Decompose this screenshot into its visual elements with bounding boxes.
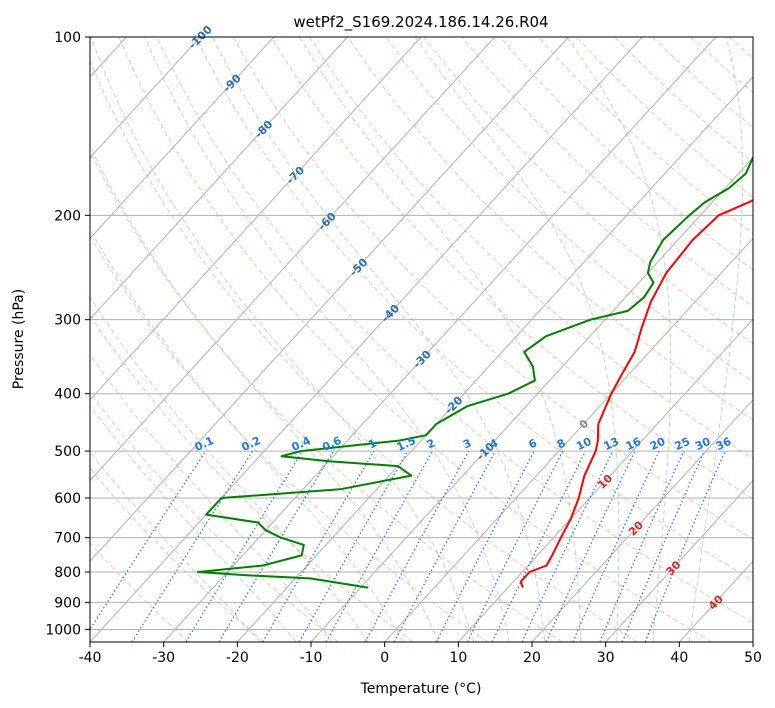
dry-adiabat-line bbox=[90, 59, 638, 642]
isotherm-line bbox=[752, 641, 753, 642]
mixing-ratio-label: 20 bbox=[648, 435, 668, 453]
plot-background bbox=[90, 37, 753, 642]
dry-adiabat-line bbox=[270, 37, 753, 500]
x-tick-label: -20 bbox=[226, 650, 249, 666]
mixing-ratio-label: 13 bbox=[602, 435, 621, 453]
x-tick-label: -40 bbox=[79, 650, 102, 666]
mixing-ratio-line bbox=[325, 450, 434, 642]
y-tick-label: 600 bbox=[54, 491, 81, 507]
dry-adiabat-line bbox=[90, 150, 563, 642]
x-tick-label: 10 bbox=[449, 650, 467, 666]
moist-adiabat-line bbox=[90, 37, 475, 642]
y-tick-label: 300 bbox=[54, 313, 81, 329]
mixing-ratio-line bbox=[90, 450, 207, 631]
series-layer bbox=[197, 156, 753, 589]
moist-adiabat-line bbox=[414, 37, 620, 642]
dewpoint-profile-line bbox=[197, 156, 753, 589]
moist-adiabat-line bbox=[212, 37, 546, 642]
dry-adiabat-line bbox=[423, 37, 753, 345]
moist-adiabat-line bbox=[144, 37, 510, 642]
mixing-ratio-label: 25 bbox=[673, 435, 692, 453]
moist-adiabat-line bbox=[90, 296, 369, 642]
isotherm-line bbox=[90, 37, 275, 240]
y-tick-label: 800 bbox=[54, 565, 81, 581]
isotherm-line bbox=[236, 76, 753, 642]
moist-adiabat-line bbox=[299, 37, 582, 642]
isotherm-line bbox=[90, 37, 348, 320]
isotherm-line bbox=[90, 37, 422, 401]
y-tick-label: 100 bbox=[54, 30, 81, 46]
dry-adiabat-line bbox=[118, 37, 712, 642]
dry-adiabat-line bbox=[156, 37, 753, 624]
grid-layer bbox=[90, 37, 775, 642]
y-tick-label: 400 bbox=[54, 387, 81, 403]
mixing-ratio-line bbox=[621, 450, 705, 642]
plot-frame bbox=[89, 36, 754, 643]
isotherm-line bbox=[605, 479, 753, 642]
dry-adiabat-line bbox=[767, 37, 775, 642]
dry-adiabat-line bbox=[309, 37, 753, 460]
isotherm-line bbox=[457, 318, 753, 642]
mixing-ratio-line bbox=[364, 450, 470, 642]
x-tick-label: 0 bbox=[380, 650, 389, 666]
isotherm-line bbox=[90, 37, 496, 482]
y-tick-label: 200 bbox=[54, 208, 81, 224]
moist-adiabat-line bbox=[90, 228, 404, 642]
y-tick-label: 1000 bbox=[45, 622, 81, 638]
moist-adiabat-line bbox=[90, 144, 439, 642]
x-tick-label: 40 bbox=[670, 650, 688, 666]
y-axis-label: Pressure (hPa) bbox=[11, 289, 27, 389]
moist-adiabat-line bbox=[90, 404, 297, 642]
mixing-ratio-line bbox=[572, 450, 660, 642]
temperature-profile-line bbox=[519, 199, 753, 588]
mixing-ratio-line bbox=[644, 450, 726, 642]
mixing-ratio-line bbox=[393, 450, 496, 642]
isotherm-line bbox=[90, 37, 643, 642]
x-tick-label: -30 bbox=[152, 650, 175, 666]
y-tick-label: 500 bbox=[54, 444, 81, 460]
moist-adiabat-line bbox=[566, 37, 672, 642]
mixing-ratio-line bbox=[466, 450, 564, 642]
mixing-ratio-line bbox=[131, 450, 254, 642]
dry-adiabat-line bbox=[385, 37, 753, 383]
isotherm-line bbox=[163, 37, 717, 642]
chart-title: wetPf2_S169.2024.186.14.26.R04 bbox=[293, 13, 548, 32]
y-tick-label: 900 bbox=[54, 595, 81, 611]
dry-adiabat-line bbox=[194, 37, 753, 582]
mixing-ratio-label: 16 bbox=[624, 435, 644, 453]
x-tick-label: 20 bbox=[523, 650, 541, 666]
x-tick-label: -10 bbox=[300, 650, 323, 666]
x-axis-label: Temperature (°C) bbox=[360, 681, 482, 697]
mixing-ratio-label: 30 bbox=[693, 435, 713, 453]
mixing-ratio-label: 36 bbox=[714, 435, 734, 453]
isotherm-line bbox=[384, 237, 753, 642]
isotherm-line bbox=[90, 37, 201, 159]
x-tick-label: 30 bbox=[597, 650, 615, 666]
mixing-ratio-label: 10 bbox=[574, 435, 594, 453]
x-tick-label: 50 bbox=[744, 650, 762, 666]
mixing-ratio-line bbox=[599, 450, 685, 642]
moist-adiabat-line bbox=[688, 37, 744, 642]
y-tick-label: 700 bbox=[54, 531, 81, 547]
moist-adiabat-line bbox=[90, 451, 261, 642]
axis-ticks: -40 -30 -20 -10 0 10 20 30 40 50 100 200 300 400 500 60… bbox=[45, 30, 762, 666]
isotherm-line bbox=[90, 37, 569, 563]
dry-adiabat-line bbox=[232, 37, 753, 540]
isotherm-line bbox=[531, 399, 753, 642]
